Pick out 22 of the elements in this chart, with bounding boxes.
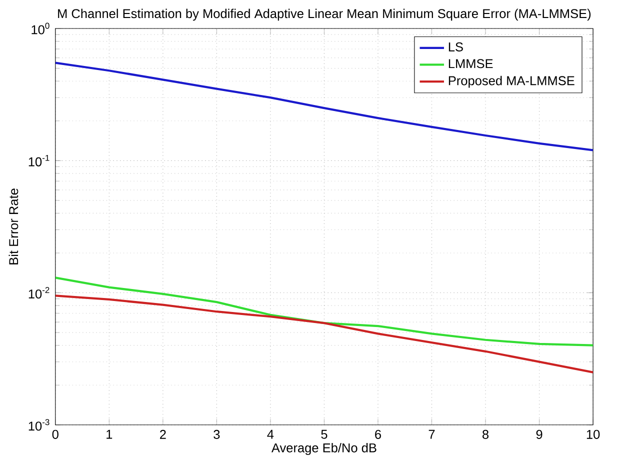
x-tick-label: 8	[482, 430, 489, 440]
y-tick-label: 10$^{-1}$	[28, 155, 50, 167]
x-tick-label: 10	[586, 430, 600, 440]
x-tick-label: 6	[375, 430, 381, 440]
y-axis-title: Bit Error Rate	[8, 188, 18, 264]
x-tick-label: 2	[160, 430, 166, 439]
x-tick-label: 4	[267, 430, 274, 439]
chart-title: M Channel Estimation by Modified Adaptive Linear Mean Minimum Square Error (MA-LMMSE)	[58, 8, 591, 21]
y-tick-label: 10$^{0}$	[32, 22, 50, 34]
y-tick-label: 10$^{-3}$	[28, 419, 50, 431]
x-tick-label: 5	[321, 430, 328, 439]
line-series	[55, 276, 594, 347]
x-tick-label: 7	[428, 430, 435, 439]
x-tick-label: 9	[536, 430, 542, 440]
legend-label: LMMSE	[448, 59, 493, 68]
x-axis-title: Average Eb/No dB	[271, 443, 376, 456]
x-tick-label: 0	[52, 430, 58, 440]
legend-label: LS	[448, 42, 463, 52]
legend-label: Proposed MA-LMMSE	[448, 76, 574, 88]
x-tick-label: 1	[106, 430, 112, 439]
x-tick-label: 3	[214, 430, 220, 440]
y-tick-label: 10$^{-2}$	[28, 287, 50, 299]
